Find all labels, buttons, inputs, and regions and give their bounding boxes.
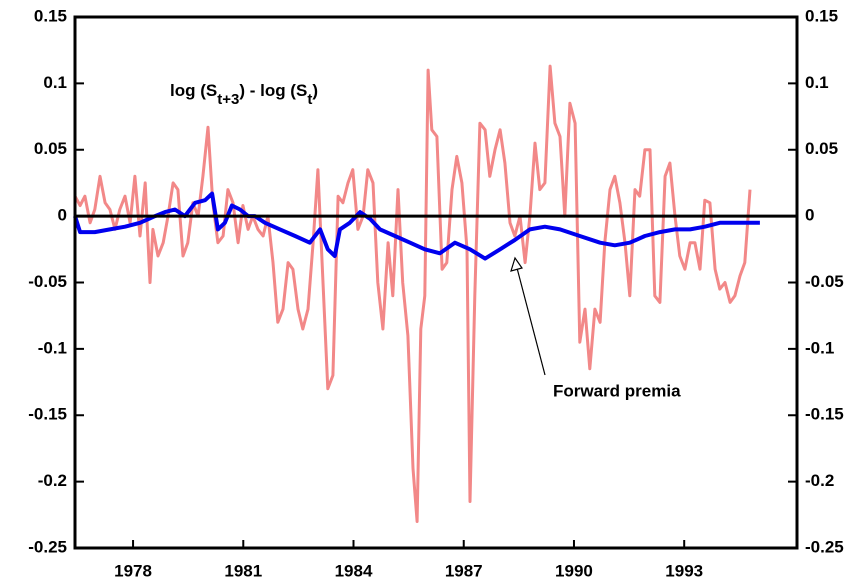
y-tick-label: -0.25 [28,537,67,556]
y2-tick-label: 0.05 [805,139,838,158]
label-part: ) [312,81,318,100]
label-subscript: t+3 [217,91,239,108]
x-tick-label: 1984 [335,561,373,580]
y-tick-label: -0.2 [38,471,67,490]
y2-tick-label: -0.1 [805,338,834,357]
x-tick-label: 1978 [114,561,152,580]
arrow-head [510,256,523,272]
y2-tick-label: -0.05 [805,272,844,291]
y-tick-label: 0.05 [34,139,67,158]
y2-tick-label: -0.2 [805,471,834,490]
x-tick-label: 1990 [555,561,593,580]
series-line [73,64,752,523]
series-label: log (St+3) - log (St) [170,81,318,107]
arrow [516,267,546,376]
label-part: ) - log (S [239,81,307,100]
y-tick-label: 0.1 [43,73,67,92]
label-subscript: t [307,91,312,108]
y2-tick-label: -0.15 [805,405,844,424]
y-tick-label: 0 [58,206,67,225]
series-label: Forward premia [553,381,681,400]
plot-frame [73,15,799,550]
y2-tick-label: 0.1 [805,73,829,92]
x-tick-label: 1981 [224,561,262,580]
x-tick-label: 1993 [665,561,703,580]
y-tick-label: 0.15 [34,6,67,25]
y-tick-label: -0.05 [28,272,67,291]
label-part: log (S [170,81,217,100]
y-tick-label: -0.15 [28,405,67,424]
y-tick-label: -0.1 [38,338,67,357]
y2-tick-label: 0.15 [805,6,838,25]
y2-tick-label: -0.25 [805,537,844,556]
y2-tick-label: 0 [805,206,814,225]
x-tick-label: 1987 [445,561,483,580]
